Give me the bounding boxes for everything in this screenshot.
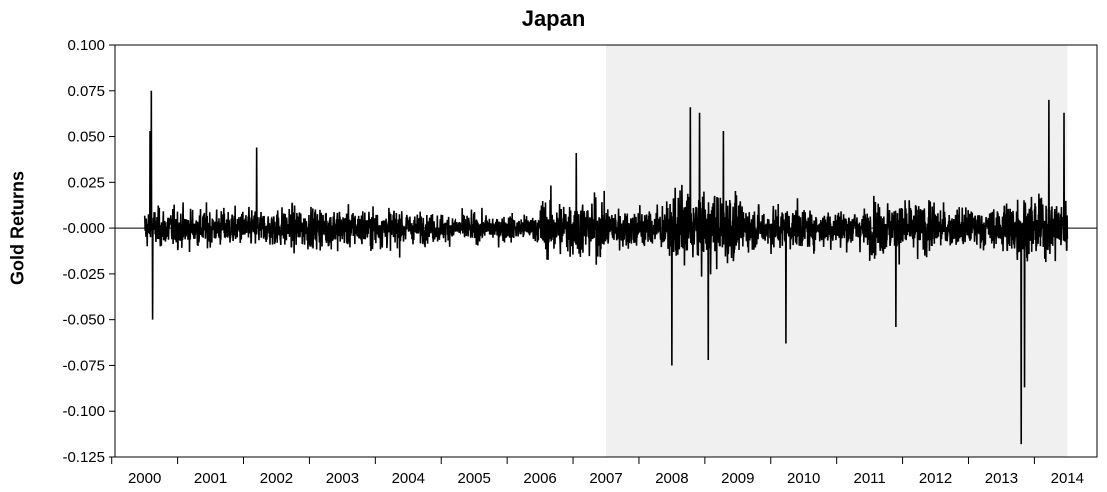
chart-title: Japan bbox=[521, 6, 586, 31]
y-tick-label: 0.025 bbox=[67, 174, 105, 191]
x-tick-label: 2010 bbox=[787, 470, 820, 487]
y-tick-label: 0.050 bbox=[67, 129, 105, 146]
y-tick-label: -0.075 bbox=[62, 357, 105, 374]
series-line bbox=[143, 90, 1069, 445]
x-tick-label: 2014 bbox=[1051, 470, 1084, 487]
plot-frame bbox=[114, 44, 1098, 458]
x-tick-label: 2003 bbox=[326, 470, 359, 487]
y-tick-label: 0.075 bbox=[67, 83, 105, 100]
x-tick-label: 2002 bbox=[260, 470, 293, 487]
y-tick-label: -0.025 bbox=[62, 266, 105, 283]
x-tick-label: 2007 bbox=[589, 470, 622, 487]
x-tick-label: 2004 bbox=[392, 470, 425, 487]
x-tick-label: 2009 bbox=[721, 470, 754, 487]
shaded-region bbox=[606, 45, 1068, 457]
x-tick-label: 2006 bbox=[523, 470, 556, 487]
x-tick-label: 2005 bbox=[458, 470, 491, 487]
y-tick-label: -0.050 bbox=[62, 312, 105, 329]
y-tick-label: 0.100 bbox=[67, 37, 105, 54]
y-tick-label: -0.000 bbox=[62, 220, 105, 237]
y-tick-label: -0.125 bbox=[62, 449, 105, 466]
x-tick-label: 2000 bbox=[128, 470, 161, 487]
x-tick-label: 2011 bbox=[853, 470, 885, 487]
x-tick-label: 2001 bbox=[194, 470, 227, 487]
y-tick-label: -0.100 bbox=[62, 403, 105, 420]
x-tick-label: 2008 bbox=[655, 470, 688, 487]
x-tick-label: 2013 bbox=[985, 470, 1018, 487]
x-tick-label: 2012 bbox=[919, 470, 952, 487]
